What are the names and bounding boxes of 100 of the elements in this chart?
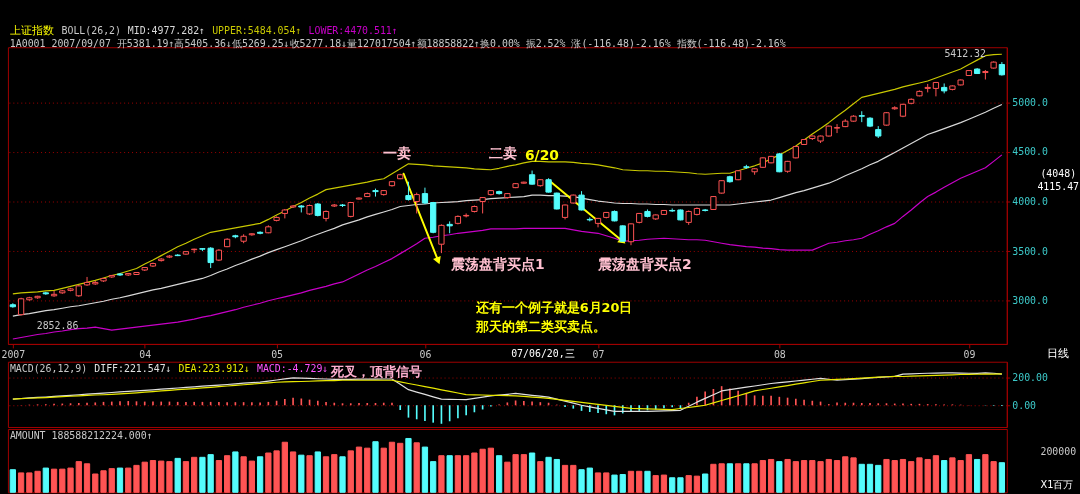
bar <box>413 442 420 493</box>
bar <box>685 475 692 493</box>
bar <box>256 456 264 493</box>
bar <box>430 461 437 493</box>
x-tick-label: 08 <box>773 349 786 361</box>
bar <box>528 452 536 493</box>
bar <box>355 446 363 493</box>
annotation: 二卖 <box>488 145 517 161</box>
bar <box>174 457 181 493</box>
y-tick-label: 200.00 <box>1012 371 1048 383</box>
bar <box>800 460 808 493</box>
candlestick <box>9 302 16 309</box>
text: MID:4977.282↑ <box>127 25 206 37</box>
bar <box>372 441 379 493</box>
bar <box>232 451 239 493</box>
bar <box>866 463 874 493</box>
bar <box>322 456 330 493</box>
bar <box>899 458 907 493</box>
bar <box>875 464 882 493</box>
bar <box>570 464 577 493</box>
bar <box>652 475 659 493</box>
bar <box>627 470 635 493</box>
bar <box>83 463 91 493</box>
bar <box>734 463 742 493</box>
y-tick-label: 0.00 <box>1012 399 1037 411</box>
bar <box>298 454 305 493</box>
bar <box>50 468 58 493</box>
bar <box>561 464 569 493</box>
bar <box>438 455 445 493</box>
x-tick-label: 07 <box>592 349 605 361</box>
bar <box>421 446 429 493</box>
series-label: DIFF:221.547↓ <box>94 362 172 374</box>
bar <box>9 469 16 493</box>
bar <box>224 455 231 493</box>
y-tick-label: 3500.0 <box>1012 245 1048 257</box>
series-label: DEA:223.912↓ <box>178 362 250 374</box>
bar <box>776 461 783 493</box>
bar <box>603 472 610 493</box>
annotation: 一卖 <box>382 145 411 161</box>
annotation: 震荡盘背买点2 <box>596 255 692 272</box>
bar <box>858 463 865 493</box>
text: 200000 <box>1040 445 1077 457</box>
bar <box>644 470 651 493</box>
bar <box>339 456 346 493</box>
bar <box>594 472 602 493</box>
y-tick-label: 3000.0 <box>1012 295 1048 307</box>
bar <box>17 472 25 493</box>
bar <box>677 477 684 493</box>
chart-title: MACD(26,12,9) <box>9 362 88 374</box>
bar <box>191 456 198 493</box>
annotation: 6/20 <box>524 146 559 163</box>
bar <box>520 454 527 493</box>
bar <box>215 460 223 493</box>
x-tick-label: 04 <box>139 349 152 361</box>
bar <box>553 458 560 493</box>
bar <box>932 455 940 493</box>
bar <box>116 467 124 493</box>
y-tick-label: 5000.0 <box>1012 96 1048 108</box>
candlestick <box>438 223 445 254</box>
bar <box>364 447 371 493</box>
candlestick <box>405 181 412 202</box>
bar <box>42 467 49 493</box>
annotation: 2852.86 <box>36 320 79 332</box>
bar <box>405 437 412 493</box>
bar <box>825 458 832 493</box>
bar <box>75 461 82 493</box>
bar <box>158 460 165 493</box>
text: UPPER:5484.054↑ <box>212 25 302 37</box>
bar <box>792 461 799 493</box>
bar <box>833 460 841 493</box>
candlestick <box>413 192 420 214</box>
bar <box>149 460 157 493</box>
bar <box>347 450 354 493</box>
y-tick-label: 4500.0 <box>1012 146 1048 158</box>
bar <box>446 455 453 493</box>
text: LOWER:4470.511↑ <box>308 25 398 37</box>
bar <box>240 456 247 493</box>
line-series <box>12 103 1003 317</box>
text: 07/06/20,三 <box>511 347 575 359</box>
annotation: 那天的第二类买卖点。 <box>474 319 606 335</box>
x-tick-label: 05 <box>271 349 284 361</box>
annotation: 1A0001 2007/09/07 开5381.19↑高5405.36↓低5269.25↓收5277.18↓量127017504↑额18858822↑换0.00% 振2.52% 涨(-116.48)-2.16% 指数(-116.48)-2.16% <box>9 38 786 50</box>
bar <box>397 442 404 493</box>
text: X1百万 <box>1040 479 1074 491</box>
bar <box>545 456 552 493</box>
bar <box>289 451 297 493</box>
bar <box>669 477 676 493</box>
bar <box>941 460 948 493</box>
candlestick <box>248 232 256 237</box>
x-tick-label: 09 <box>963 349 976 361</box>
chart-title: 上证指数 <box>9 24 54 38</box>
bar <box>998 462 1006 493</box>
bar <box>965 454 973 493</box>
bar <box>974 458 981 493</box>
bar <box>751 463 758 493</box>
bar <box>702 473 709 493</box>
bar <box>331 454 338 493</box>
bar <box>759 460 766 493</box>
bar <box>726 463 734 493</box>
annotation: 5412.32 <box>944 48 987 60</box>
